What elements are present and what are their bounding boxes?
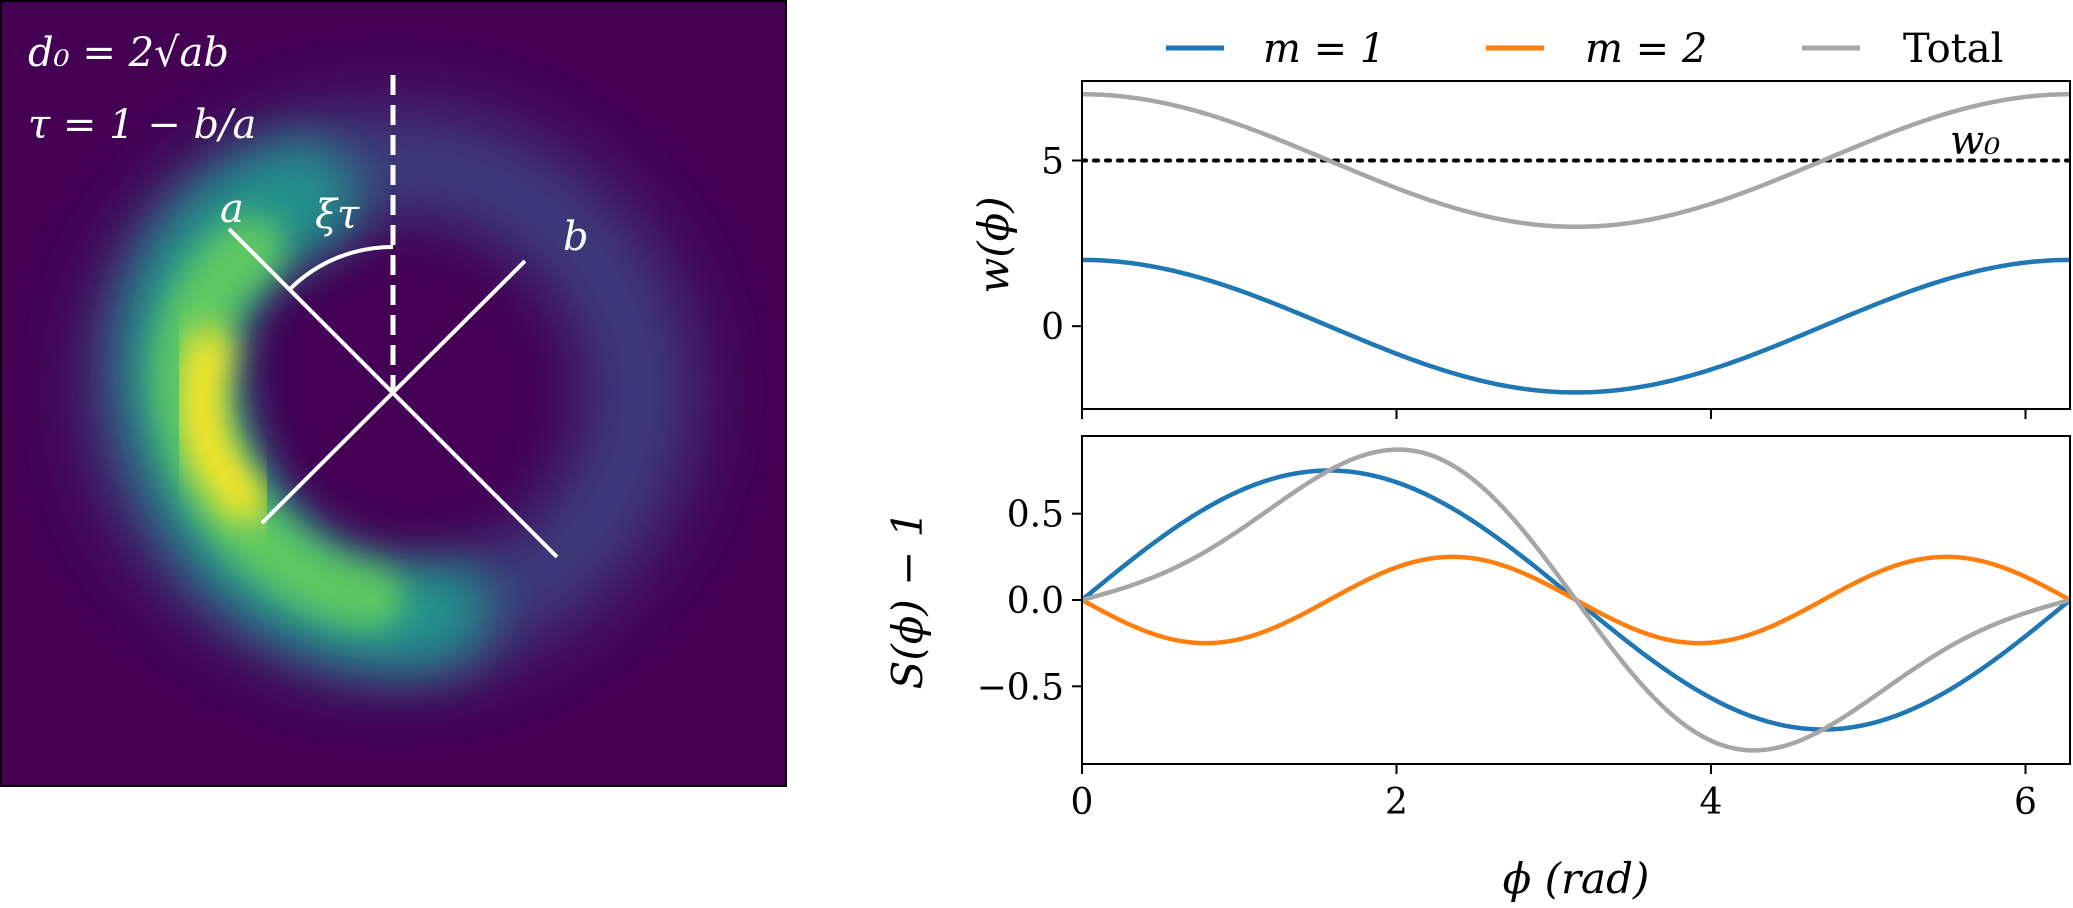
bottom-xlabel: ϕ (rad) <box>1503 854 1650 903</box>
bottom-xtick-label: 2 <box>1385 782 1408 823</box>
bottom-xtick-label: 6 <box>2014 782 2037 823</box>
top-series-total <box>1082 92 2070 230</box>
image-frame <box>0 0 787 787</box>
bottom-xtick-label: 0 <box>1071 782 1094 823</box>
legend-label-m1: m = 1 <box>1263 26 1385 72</box>
bottom-series-total <box>1082 447 2070 753</box>
bottom-ylabel: S(ϕ) − 1 <box>883 511 932 690</box>
top-series-m1 <box>1082 257 2070 395</box>
w-phi-plot: 0 5 w₀ w(ϕ) <box>969 80 2071 419</box>
annotation-d0: d₀ = 2√ab <box>28 30 229 76</box>
top-plot-frame <box>1081 80 2071 410</box>
top-ytick-label: 0 <box>1041 307 1064 348</box>
annotation-tau: τ = 1 − b/a <box>28 102 256 148</box>
axis-b-label: b <box>563 214 589 260</box>
bottom-ytick-label: 0.5 <box>1007 495 1064 536</box>
ellipse-ring-image <box>1 1 786 786</box>
top-ylabel: w(ϕ) <box>969 196 1018 293</box>
top-ytick-label: 5 <box>1041 142 1064 183</box>
legend: m = 1 m = 2 Total <box>1166 26 2003 72</box>
angle-label: ξτ <box>315 192 360 238</box>
angle-arc <box>288 244 394 291</box>
bottom-ytick-label: 0.0 <box>1007 581 1064 622</box>
minor-axis-b-line <box>260 259 527 525</box>
axis-a-label: a <box>220 186 244 232</box>
legend-label-total: Total <box>1903 26 2003 72</box>
legend-label-m2: m = 2 <box>1585 26 1707 72</box>
bottom-xtick-label: 4 <box>1700 782 1723 823</box>
bottom-ytick-label: −0.5 <box>977 667 1064 708</box>
w0-label: w₀ <box>1950 118 2000 164</box>
s-phi-plot: 0.5 0.0 −0.5 0 2 4 6 S(ϕ) − 1 ϕ (rad) <box>883 435 2071 903</box>
